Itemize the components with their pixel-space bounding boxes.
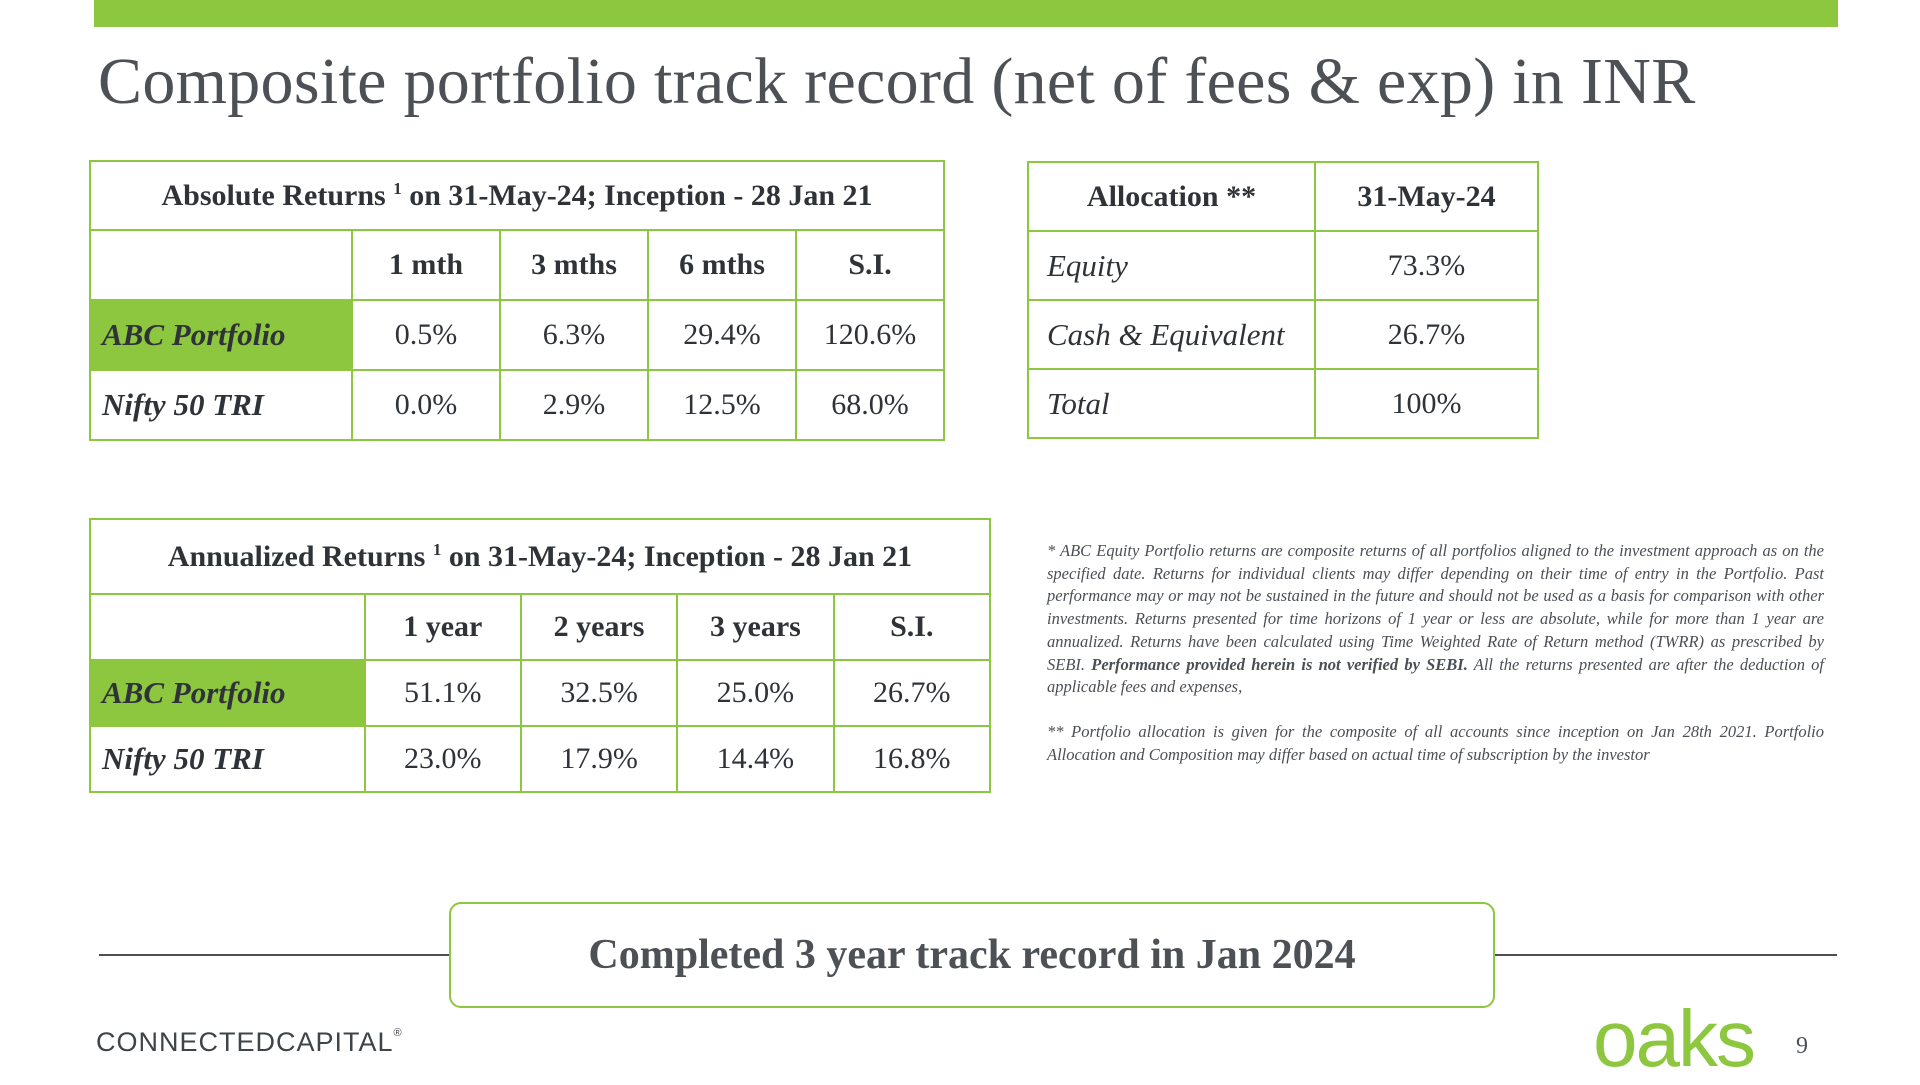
table-cell: 6.3% xyxy=(499,299,649,371)
table-cell: 16.8% xyxy=(832,725,992,793)
column-header: S.I. xyxy=(832,593,992,661)
row-label-nifty-50-tri: Nifty 50 TRI xyxy=(89,369,353,441)
table-cell: 25.0% xyxy=(676,659,835,727)
table-cell: 14.4% xyxy=(676,725,835,793)
row-label-nifty-50-tri: Nifty 50 TRI xyxy=(89,725,366,793)
column-header-blank xyxy=(89,229,353,301)
table-cell: 29.4% xyxy=(647,299,797,371)
absolute-returns-header-rest: on 31-May-24; Inception - 28 Jan 21 xyxy=(409,178,873,212)
table-row: Cash & Equivalent 26.7% xyxy=(1027,299,1539,370)
column-header: 2 years xyxy=(519,593,679,661)
table-cell: 51.1% xyxy=(363,659,522,727)
allocation-header: Allocation ** xyxy=(1027,161,1316,232)
table-row: ABC Portfolio 51.1% 32.5% 25.0% 26.7% xyxy=(89,659,992,727)
allocation-table: Allocation ** 31-May-24 Equity 73.3% Cas… xyxy=(1027,161,1539,439)
absolute-returns-table: Absolute Returns 1 on 31-May-24; Incepti… xyxy=(88,160,946,441)
allocation-value: 100% xyxy=(1314,368,1539,439)
registered-mark: ® xyxy=(393,1027,403,1039)
disclaimer-bold-text: Performance provided herein is not verif… xyxy=(1091,654,1468,674)
column-header-blank xyxy=(89,593,366,661)
allocation-value: 73.3% xyxy=(1314,230,1539,301)
column-header: 6 mths xyxy=(647,229,797,301)
disclaimer-notes: * ABC Equity Portfolio returns are compo… xyxy=(1047,540,1824,766)
table-row: ABC Portfolio 0.5% 6.3% 29.4% 120.6% xyxy=(89,299,946,371)
allocation-date-header: 31-May-24 xyxy=(1314,161,1539,232)
annualized-returns-table: Annualized Returns 1 on 31-May-24; Incep… xyxy=(89,518,992,793)
table-cell: 0.0% xyxy=(351,369,501,441)
table-cell: 23.0% xyxy=(363,725,522,793)
divider-line-right xyxy=(1493,954,1837,956)
table-cell: 12.5% xyxy=(647,369,797,441)
connected-capital-logo: CONNECTEDCAPITAL® xyxy=(96,1027,403,1058)
row-label-abc-portfolio: ABC Portfolio xyxy=(89,299,353,371)
table-cell: 32.5% xyxy=(519,659,679,727)
disclaimer-text: * ABC Equity Portfolio returns are compo… xyxy=(1047,541,1824,674)
table-cell: 120.6% xyxy=(794,299,946,371)
top-accent-bar xyxy=(94,0,1838,27)
column-header: S.I. xyxy=(794,229,946,301)
disclaimer-note-1: * ABC Equity Portfolio returns are compo… xyxy=(1047,540,1824,699)
row-label-abc-portfolio: ABC Portfolio xyxy=(89,659,366,727)
column-header: 3 mths xyxy=(499,229,649,301)
allocation-label-equity: Equity xyxy=(1027,230,1316,301)
table-row: Equity 73.3% xyxy=(1027,230,1539,301)
annualized-returns-footnote-ref: 1 xyxy=(432,539,442,559)
page-number: 9 xyxy=(1796,1033,1808,1059)
table-row: Nifty 50 TRI 0.0% 2.9% 12.5% 68.0% xyxy=(89,369,946,441)
track-record-banner: Completed 3 year track record in Jan 202… xyxy=(449,902,1495,1008)
allocation-label-cash: Cash & Equivalent xyxy=(1027,299,1316,370)
connected-capital-logo-text: CONNECTEDCAPITAL xyxy=(96,1027,394,1057)
column-header: 1 mth xyxy=(351,229,501,301)
column-header: 1 year xyxy=(363,593,522,661)
allocation-value: 26.7% xyxy=(1314,299,1539,370)
table-cell: 68.0% xyxy=(794,369,946,441)
absolute-returns-footnote-ref: 1 xyxy=(393,178,402,198)
absolute-returns-header: Absolute Returns 1 on 31-May-24; Incepti… xyxy=(88,160,946,231)
table-row: Total 100% xyxy=(1027,368,1539,439)
table-cell: 17.9% xyxy=(519,725,679,793)
slide-title: Composite portfolio track record (net of… xyxy=(98,45,1696,118)
divider-line-left xyxy=(99,954,451,956)
annualized-returns-header: Annualized Returns 1 on 31-May-24; Incep… xyxy=(89,518,991,595)
column-header: 3 years xyxy=(676,593,835,661)
disclaimer-note-2: ** Portfolio allocation is given for the… xyxy=(1047,721,1824,764)
table-row: Nifty 50 TRI 23.0% 17.9% 14.4% 16.8% xyxy=(89,725,992,793)
disclaimer-text: All the returns presented are after the … xyxy=(1047,654,1824,697)
table-cell: 2.9% xyxy=(499,369,649,441)
annualized-returns-header-label: Annualized Returns xyxy=(167,539,426,573)
oaks-logo: oaks xyxy=(1593,994,1756,1083)
annualized-returns-header-rest: on 31-May-24; Inception - 28 Jan 21 xyxy=(448,539,913,573)
absolute-returns-header-label: Absolute Returns xyxy=(161,178,386,212)
table-cell: 26.7% xyxy=(832,659,992,727)
allocation-label-total: Total xyxy=(1027,368,1316,439)
table-cell: 0.5% xyxy=(351,299,501,371)
